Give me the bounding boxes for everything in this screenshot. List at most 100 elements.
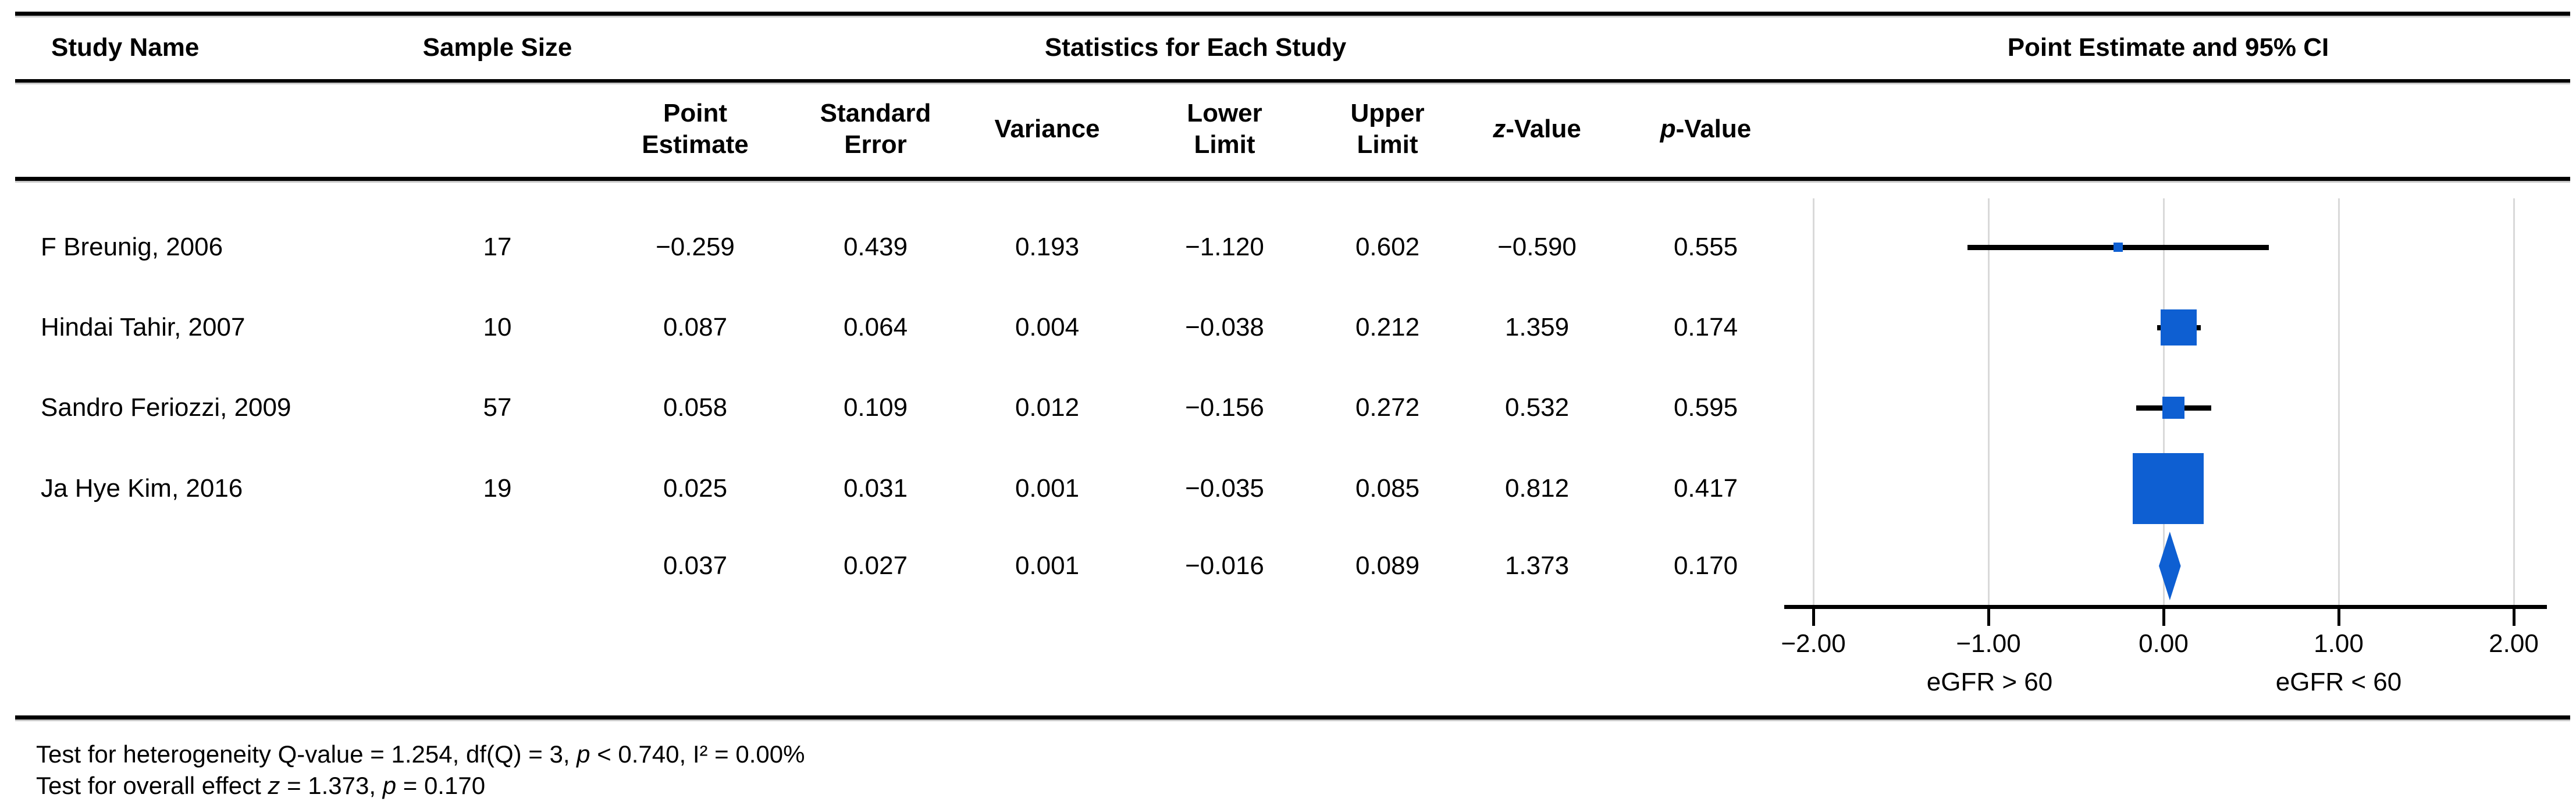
column-header-lower-limit: Lower Limit (1187, 99, 1262, 159)
italic-text-segment: p (577, 740, 590, 768)
lower-limit-value: −0.038 (1185, 313, 1264, 341)
rule-under-subheader (15, 177, 2570, 183)
column-header-study-name: Study Name (51, 33, 200, 62)
rule-under-header (15, 79, 2570, 84)
point-estimate-square (2114, 243, 2123, 252)
summary-lower-limit-value: −0.016 (1185, 551, 1264, 580)
lower-limit-value: −0.035 (1185, 474, 1264, 503)
confidence-interval-line (1967, 245, 2269, 250)
p-value: 0.595 (1673, 393, 1738, 422)
study-name: F Breunig, 2006 (41, 233, 223, 261)
column-header-z-value: z -Value (1444, 97, 1630, 162)
summary-point-estimate-value: 0.037 (663, 551, 728, 580)
plot-gridline (1987, 198, 1990, 607)
x-axis-line (1784, 605, 2547, 609)
x-axis-tick (1812, 608, 1815, 626)
text-segment: Test for heterogeneity Q-value = 1.254, … (36, 740, 577, 768)
variance-value: 0.004 (1015, 313, 1080, 341)
text-segment: Test for overall effect (36, 772, 268, 799)
overall-effect-test-note: Test for overall effect z = 1.373, p = 0… (36, 771, 485, 800)
standard-error-value: 0.031 (843, 474, 908, 503)
sample-size-value: 57 (483, 393, 512, 422)
point-estimate-square (2161, 309, 2197, 345)
upper-limit-value: 0.085 (1355, 474, 1420, 503)
confidence-interval-line (2157, 486, 2179, 491)
point-estimate-value: −0.259 (656, 233, 735, 261)
rule-top (15, 12, 2570, 17)
upper-limit-value: 0.602 (1355, 233, 1420, 261)
x-axis-tick (2162, 608, 2165, 626)
x-axis-tick (1987, 608, 1990, 626)
study-name: Ja Hye Kim, 2016 (41, 474, 243, 503)
study-name: Sandro Feriozzi, 2009 (41, 393, 291, 422)
point-estimate-square (2162, 397, 2185, 419)
z-value: 0.532 (1504, 393, 1570, 422)
confidence-interval-line (2157, 325, 2201, 330)
lower-limit-value: −1.120 (1185, 233, 1264, 261)
text-segment: -Value (1506, 115, 1581, 143)
z-value: 0.812 (1504, 474, 1570, 503)
standard-error-value: 0.064 (843, 313, 908, 341)
plot-gridline (2513, 198, 2515, 607)
axis-direction-label-right: eGFR < 60 (2275, 668, 2402, 696)
axis-tick-label: 2.00 (2489, 629, 2539, 658)
variance-value: 0.001 (1015, 474, 1080, 503)
axis-tick-label: 0.00 (2139, 629, 2189, 658)
z-value: −0.590 (1497, 233, 1577, 261)
axis-tick-label: −1.00 (1956, 629, 2021, 658)
standard-error-value: 0.109 (843, 393, 908, 422)
plot-gridline (1812, 198, 1814, 607)
study-name: Hindai Tahir, 2007 (41, 313, 245, 341)
italic-text-segment: p (382, 772, 397, 799)
summary-diamond (2159, 532, 2181, 600)
point-estimate-square (2132, 453, 2204, 524)
summary-diamond-shape (2159, 532, 2181, 600)
italic-text-segment: p (1660, 115, 1676, 143)
column-header-sample-size: Sample Size (422, 33, 572, 62)
axis-tick-label: −2.00 (1781, 629, 1846, 658)
column-header-p-value: p -Value (1613, 97, 1799, 162)
italic-text-segment: z (268, 772, 280, 799)
column-header-point-estimate: Point Estimate (642, 99, 749, 159)
point-estimate-value: 0.058 (663, 393, 728, 422)
italic-text-segment: z (1493, 115, 1506, 143)
p-value: 0.174 (1673, 313, 1738, 341)
group-header-statistics: Statistics for Each Study (1044, 33, 1347, 62)
variance-value: 0.193 (1015, 233, 1080, 261)
plot-gridline (2162, 198, 2165, 607)
point-estimate-value: 0.025 (663, 474, 728, 503)
plot-gridline (2337, 198, 2340, 607)
sample-size-value: 19 (483, 474, 512, 503)
sample-size-value (404, 551, 590, 581)
upper-limit-value: 0.272 (1355, 393, 1420, 422)
sample-size-value: 10 (483, 313, 512, 341)
text-segment: < 0.740, I² = 0.00% (590, 740, 805, 768)
heterogeneity-test-note: Test for heterogeneity Q-value = 1.254, … (36, 740, 805, 769)
confidence-interval-line (2136, 405, 2211, 411)
column-header-variance: Variance (994, 115, 1100, 143)
rule-above-footer (15, 715, 2570, 721)
text-segment: = 0.170 (396, 772, 486, 799)
summary-variance-value: 0.001 (1015, 551, 1080, 580)
summary-z-value: 1.373 (1504, 551, 1570, 580)
column-header-standard-error: Standard Error (820, 99, 931, 159)
p-value: 0.417 (1673, 474, 1738, 503)
text-segment: -Value (1675, 115, 1752, 143)
text-segment: = 1.373, (280, 772, 383, 799)
variance-value: 0.012 (1015, 393, 1080, 422)
study-name (41, 551, 413, 581)
standard-error-value: 0.439 (843, 233, 908, 261)
x-axis-tick (2512, 608, 2515, 626)
summary-p-value: 0.170 (1673, 551, 1738, 580)
lower-limit-value: −0.156 (1185, 393, 1264, 422)
column-header-upper-limit: Upper Limit (1350, 99, 1425, 159)
z-value: 1.359 (1504, 313, 1570, 341)
point-estimate-value: 0.087 (663, 313, 728, 341)
p-value: 0.555 (1673, 233, 1738, 261)
summary-upper-limit-value: 0.089 (1355, 551, 1420, 580)
sample-size-value: 17 (483, 233, 512, 261)
axis-tick-label: 1.00 (2314, 629, 2364, 658)
axis-direction-label-left: eGFR > 60 (1926, 668, 2053, 696)
summary-standard-error-value: 0.027 (843, 551, 908, 580)
